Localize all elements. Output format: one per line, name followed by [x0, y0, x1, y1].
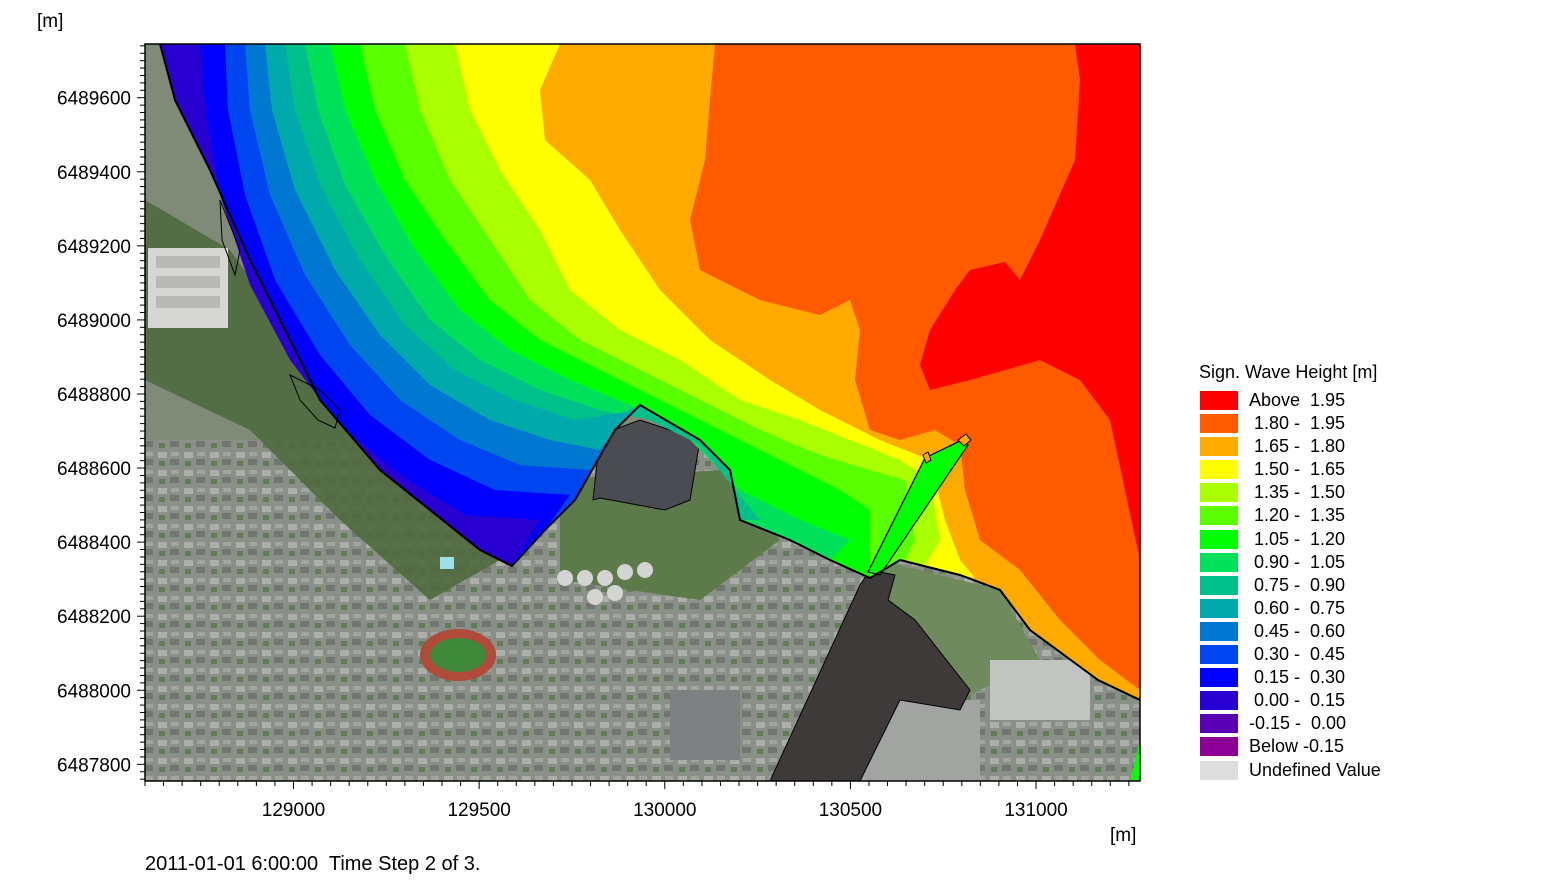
- legend-item: 1.80 - 1.95: [1199, 412, 1439, 435]
- legend-item: 1.05 - 1.20: [1199, 528, 1439, 551]
- harbor-channel: [769, 569, 971, 781]
- legend-items: Above 1.95 1.80 - 1.95 1.65 - 1.80 1.50 …: [1199, 389, 1439, 782]
- legend-label: 1.05 - 1.20: [1249, 528, 1346, 549]
- legend-item: 0.90 - 1.05: [1199, 551, 1439, 574]
- legend-swatch: [1200, 552, 1238, 572]
- legend-swatch: [1200, 714, 1238, 734]
- x-tick-label: 130000: [633, 800, 696, 821]
- legend-label: Undefined Value: [1249, 759, 1381, 780]
- pier-head: [957, 433, 972, 447]
- legend-item: 1.50 - 1.65: [1199, 458, 1439, 481]
- y-tick-label: 6489600: [57, 89, 131, 110]
- legend-label: 0.90 - 1.05: [1249, 551, 1346, 572]
- y-tick-label: 6488600: [57, 459, 131, 480]
- x-tick-label: 129000: [262, 800, 325, 821]
- legend-label: 1.20 - 1.35: [1249, 505, 1346, 526]
- y-tick-label: 6488000: [57, 681, 131, 702]
- y-axis: 6489600 6489400 6489200 6489000 6488800 64886…: [57, 45, 145, 780]
- y-tick-label: 6489000: [57, 311, 131, 332]
- y-tick-label: 6488200: [57, 607, 131, 628]
- legend-swatch: [1200, 437, 1238, 457]
- legend-swatch: [1200, 483, 1238, 503]
- x-axis-unit: [m]: [1110, 825, 1136, 846]
- legend-swatch: [1200, 506, 1238, 526]
- legend-swatch: [1200, 737, 1238, 757]
- legend-label: 0.30 - 0.45: [1249, 644, 1346, 665]
- legend-label: 1.80 - 1.95: [1249, 413, 1346, 434]
- y-tick-label: 6488800: [57, 385, 131, 406]
- legend-label: 1.50 - 1.65: [1249, 459, 1346, 480]
- legend-item: 1.65 - 1.80: [1199, 435, 1439, 458]
- legend-label: Above 1.95: [1249, 390, 1346, 410]
- legend-item: 0.45 - 0.60: [1199, 620, 1439, 643]
- legend-item: 0.75 - 0.90: [1199, 574, 1439, 597]
- legend-swatch: [1200, 645, 1238, 665]
- legend-label: 1.65 - 1.80: [1249, 436, 1346, 457]
- y-tick-label: 6488400: [57, 533, 131, 554]
- coastline: [159, 44, 1140, 701]
- legend-item: 0.15 - 0.30: [1199, 666, 1439, 689]
- y-tick-label: 6489200: [57, 237, 131, 258]
- legend-item: 1.35 - 1.50: [1199, 481, 1439, 504]
- y-tick-label: 6489400: [57, 163, 131, 184]
- legend-item: -0.15 - 0.00: [1199, 712, 1439, 735]
- wave-height-contours: [145, 44, 1140, 781]
- small-lake-outline: [289, 373, 341, 429]
- plot-frame: [144, 43, 1141, 782]
- legend-label: 0.60 - 0.75: [1249, 597, 1346, 618]
- legend-swatch: [1200, 598, 1238, 618]
- legend-swatch: [1200, 575, 1238, 595]
- legend-item: 0.60 - 0.75: [1199, 597, 1439, 620]
- legend-item: Below -0.15: [1199, 735, 1439, 758]
- legend-item: 0.30 - 0.45: [1199, 643, 1439, 666]
- legend-swatch: [1200, 529, 1238, 549]
- legend-swatch: [1200, 621, 1238, 641]
- pier-marker: [922, 451, 932, 464]
- legend: Sign. Wave Height [m] Above 1.95 1.80 - …: [1199, 362, 1439, 782]
- legend-item: Undefined Value: [1199, 759, 1439, 782]
- y-tick-label: 6487800: [57, 755, 131, 776]
- legend-item: 0.00 - 0.15: [1199, 689, 1439, 712]
- legend-label: 0.75 - 0.90: [1249, 574, 1346, 595]
- legend-swatch: [1200, 691, 1238, 711]
- legend-label: 0.45 - 0.60: [1249, 620, 1346, 641]
- legend-item: 1.20 - 1.35: [1199, 504, 1439, 527]
- legend-swatch: [1200, 668, 1238, 688]
- x-axis: 129000 129500 130000 130500 131000: [144, 781, 1130, 821]
- time-step-label: 2011-01-01 6:00:00 Time Step 2 of 3.: [145, 853, 481, 875]
- y-axis-unit: [m]: [37, 11, 63, 32]
- legend-label: Below -0.15: [1249, 736, 1345, 757]
- legend-label: 0.00 - 0.15: [1249, 690, 1346, 711]
- legend-label: -0.15 - 0.00: [1249, 713, 1347, 734]
- legend-swatch: [1200, 414, 1238, 434]
- legend-swatch: [1200, 760, 1238, 780]
- legend-item: Above 1.95: [1199, 389, 1439, 412]
- legend-swatch: [1200, 391, 1238, 410]
- pier: [867, 439, 969, 576]
- legend-label: 1.35 - 1.50: [1249, 482, 1346, 503]
- legend-swatch: [1200, 460, 1238, 480]
- x-tick-label: 129500: [447, 800, 510, 821]
- x-tick-label: 130500: [819, 800, 882, 821]
- legend-title: Sign. Wave Height [m]: [1199, 362, 1378, 382]
- x-tick-label: 131000: [1004, 800, 1067, 821]
- shore-outline: [219, 199, 241, 277]
- legend-label: 0.15 - 0.30: [1249, 667, 1346, 688]
